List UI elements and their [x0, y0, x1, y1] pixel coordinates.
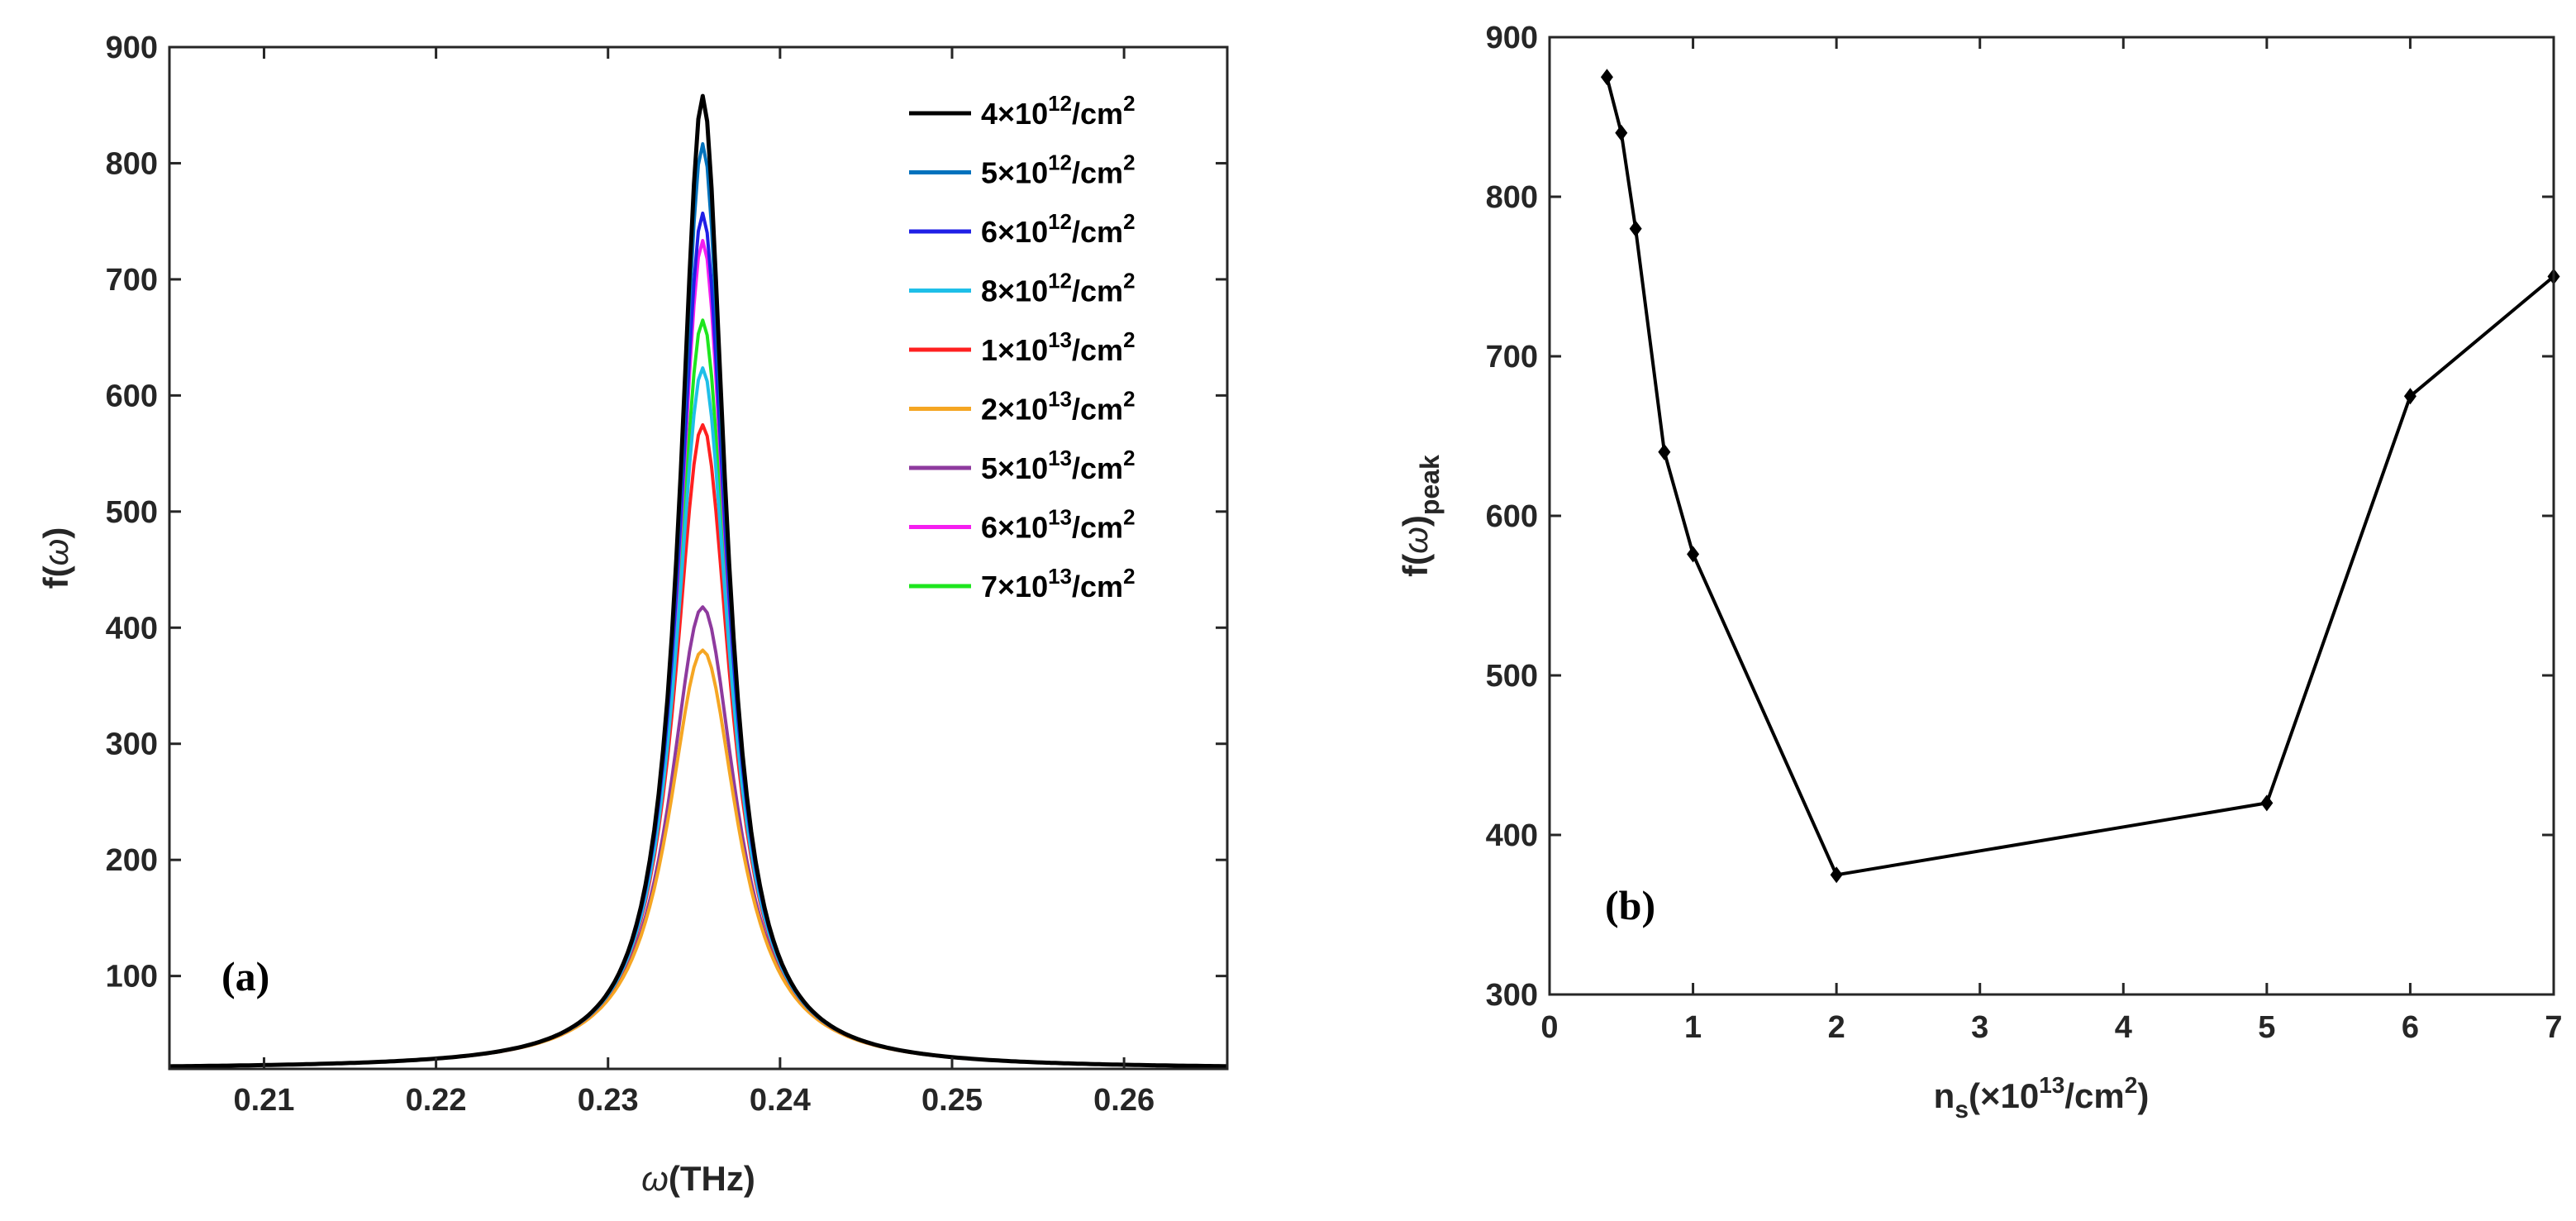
panel-b-y-tick-label: 600	[1486, 499, 1538, 534]
panel-b-x-tick-label: 3	[1971, 1010, 1988, 1045]
panel-b-y-tick-label: 800	[1486, 180, 1538, 215]
panel-a-x-tick-label: 0.23	[578, 1083, 639, 1118]
panel-b-x-ticks: 0 1 2 3 4 5 6 7	[1540, 37, 2563, 1045]
panel-a-x-axis-label: ω(THz)	[641, 1159, 755, 1198]
panel-b-y-axis-label: f(ω)peak	[1396, 455, 1445, 577]
panel-a-y-tick-label: 800	[106, 146, 158, 181]
panel-b-y-ticks: 300 400 500 600 700 800 900	[1486, 21, 2554, 1013]
panel-b-marker	[1615, 124, 1628, 141]
panel-b-y-tick-label: 500	[1486, 659, 1538, 694]
legend-label: 6×1012/cm2	[981, 209, 1136, 249]
panel-a-y-tick-label: 100	[106, 960, 158, 994]
panel-b-axes-box	[1548, 36, 2555, 996]
panel-b-y-tick-label: 700	[1486, 340, 1538, 374]
panel-b-series-line	[1605, 76, 2555, 877]
panel-b-x-tick-label: 4	[2115, 1010, 2132, 1045]
panel-a-y-tick-label: 900	[106, 31, 158, 65]
panel-b-marker	[1687, 546, 1700, 563]
panel-a-y-tick-label: 400	[106, 611, 158, 646]
panel-a-x-ticks: 0.21 0.22 0.23 0.24 0.25 0.26	[233, 47, 1155, 1118]
panel-a-x-tick-label: 0.25	[921, 1083, 983, 1118]
panel-a-y-tick-label: 500	[106, 495, 158, 530]
legend-label: 7×1013/cm2	[981, 564, 1136, 603]
panel-a-curves	[169, 93, 1228, 1069]
panel-a-x-tick-label: 0.22	[406, 1083, 467, 1118]
legend-label: 6×1013/cm2	[981, 505, 1136, 545]
panel-b-x-tick-label: 7	[2545, 1010, 2562, 1045]
panel-b-label: (b)	[1605, 882, 1655, 928]
panel-b-marker	[1600, 69, 1613, 86]
panel-a-series-line	[169, 366, 1228, 1068]
panel-a-x-tick-label: 0.24	[750, 1083, 811, 1118]
panel-b-marker	[1629, 220, 1642, 237]
panel-a-x-tick-label: 0.21	[233, 1083, 294, 1118]
legend-label: 5×1012/cm2	[981, 150, 1136, 190]
panel-b-marker	[1658, 443, 1671, 460]
legend-label: 8×1012/cm2	[981, 269, 1136, 308]
panel-b-x-tick-label: 2	[1828, 1010, 1845, 1045]
panel-b: 0 1 2 3 4 5 6 7 300 400 500 600 700 800 900 (b) ns(×1…	[1396, 21, 2563, 1123]
panel-b-x-axis-label: ns(×1013/cm2)	[1934, 1072, 2150, 1123]
panel-a-y-tick-label: 300	[106, 727, 158, 762]
panel-a-y-tick-label: 600	[106, 379, 158, 413]
panel-a-label: (a)	[221, 953, 269, 999]
panel-b-marker	[1830, 866, 1843, 884]
legend-label: 2×1013/cm2	[981, 387, 1136, 427]
panel-a-y-tick-label: 700	[106, 263, 158, 298]
panel-b-series	[1600, 69, 2560, 884]
panel-b-x-tick-label: 5	[2258, 1010, 2275, 1045]
legend-label: 5×1013/cm2	[981, 446, 1136, 485]
panel-a-axes-box	[168, 45, 1229, 1071]
legend-label: 1×1013/cm2	[981, 327, 1136, 367]
panel-a-series-line	[169, 93, 1228, 1069]
panel-b-marker	[2260, 794, 2274, 812]
legend-label: 4×1012/cm2	[981, 91, 1136, 131]
panel-a-series-line	[169, 605, 1228, 1068]
panel-a-legend: 4×1012/cm2 5×1012/cm2 6×1012/cm2 8×1012/cm2…	[909, 91, 1136, 603]
panel-a-y-axis-label: f(ω)	[36, 527, 75, 589]
panel-b-x-tick-label: 1	[1684, 1010, 1702, 1045]
panel-a-y-ticks: 100 200 300 400 500 600 700 800 900	[106, 31, 1227, 994]
panel-b-x-tick-label: 6	[2402, 1010, 2419, 1045]
panel-b-y-tick-label: 400	[1486, 818, 1538, 853]
panel-a: 0.21 0.22 0.23 0.24 0.25 0.26 100 200 300 400 500…	[36, 31, 1229, 1198]
panel-b-y-tick-label: 300	[1486, 978, 1538, 1013]
panel-a-y-tick-label: 200	[106, 843, 158, 878]
panel-a-x-tick-label: 0.26	[1093, 1083, 1155, 1118]
panel-b-marker	[2403, 388, 2416, 405]
panel-b-x-tick-label: 0	[1540, 1010, 1558, 1045]
panel-a-series-line	[169, 648, 1228, 1068]
panel-b-y-tick-label: 900	[1486, 21, 1538, 55]
